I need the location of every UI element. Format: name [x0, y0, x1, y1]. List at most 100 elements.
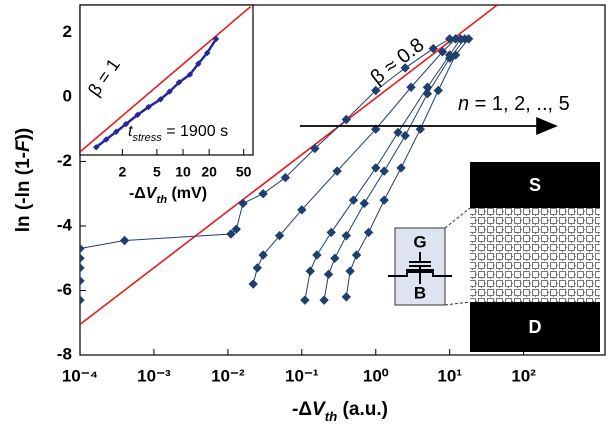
- x-axis-label-part: (mV): [167, 185, 207, 202]
- data-point: [204, 49, 211, 57]
- y-axis-label-part: ln (-ln (1-: [13, 152, 34, 232]
- data-point: [93, 144, 100, 151]
- data-point: [231, 224, 242, 234]
- data-point: [437, 47, 448, 57]
- x-tick-label: 10⁻²: [211, 366, 245, 385]
- data-point: [363, 227, 374, 238]
- data-point: [300, 295, 310, 305]
- data-point: [280, 172, 291, 183]
- data-point: [145, 103, 152, 111]
- plot-area: [80, 5, 252, 153]
- data-point: [305, 266, 315, 276]
- bulk-label: B: [414, 283, 426, 302]
- data-point: [166, 88, 173, 95]
- x-tick-label: 10⁻⁴: [62, 366, 98, 385]
- data-point: [371, 163, 381, 173]
- y-axis-label: ln (-ln (1-F)): [13, 128, 34, 232]
- data-point: [406, 82, 416, 92]
- source-label: S: [529, 175, 541, 195]
- x-tick-label: 5: [153, 164, 161, 180]
- data-point: [400, 130, 410, 141]
- data-point: [122, 120, 130, 128]
- data-point: [371, 124, 381, 134]
- x-axis-label-part: (a.u.): [337, 399, 388, 420]
- x-tick-label: 20: [201, 164, 217, 180]
- data-point: [102, 136, 110, 143]
- y-tick-label: -8: [57, 344, 72, 363]
- x-axis-label-part: V: [312, 399, 326, 420]
- data-point: [157, 96, 164, 103]
- x-tick-label: 10⁰: [363, 366, 389, 385]
- data-point: [341, 292, 352, 302]
- plot-area: [80, 5, 498, 325]
- gate-label: G: [413, 232, 426, 251]
- data-point: [80, 243, 85, 254]
- data-point: [351, 250, 362, 260]
- data-point: [396, 163, 406, 173]
- data-point: [258, 189, 268, 199]
- data-point: [428, 43, 439, 54]
- data-point: [379, 195, 389, 205]
- x-tick-label: 10⁻³: [137, 366, 171, 385]
- data-point: [186, 71, 194, 78]
- data-point: [319, 295, 329, 305]
- x-axis-label-part: th: [325, 409, 338, 424]
- count-annotation: n = 1, 2, .., 5: [458, 93, 570, 115]
- data-point: [348, 195, 359, 205]
- data-point: [463, 34, 474, 44]
- data-point: [422, 89, 433, 99]
- data-point: [310, 143, 320, 154]
- x-axis-label-part: th: [156, 194, 167, 206]
- stress-annotation: tstress = 1900 s: [128, 123, 228, 144]
- drain-block: [470, 302, 600, 352]
- data-point: [450, 50, 461, 60]
- data-point: [326, 227, 336, 238]
- data-point: [248, 279, 258, 289]
- series-line: [323, 38, 466, 301]
- count-text: = 1, 2, .., 5: [469, 93, 570, 115]
- series-line: [252, 38, 456, 285]
- data-point: [80, 253, 85, 263]
- data-point: [119, 235, 130, 246]
- data-point: [341, 230, 352, 241]
- x-tick-label: 10¹: [437, 366, 462, 385]
- y-tick-label: 0: [63, 86, 72, 105]
- x-axis-label-part: -Δ: [129, 185, 146, 202]
- data-point: [444, 53, 455, 63]
- data-point: [379, 166, 389, 176]
- x-tick-label: 2: [118, 164, 126, 180]
- stress-t: t: [128, 123, 133, 140]
- x-axis-label: -ΔVth (a.u.): [292, 399, 388, 424]
- x-axis-label: -ΔVth (mV): [129, 185, 207, 206]
- y-axis-label-part: )): [13, 128, 34, 141]
- data-point: [393, 127, 403, 138]
- data-point: [274, 230, 285, 241]
- data-point: [175, 79, 183, 86]
- source-block: [470, 162, 600, 208]
- data-point: [415, 124, 425, 134]
- data-point: [252, 263, 263, 273]
- x-tick-label: 10⁻¹: [285, 366, 319, 385]
- data-point: [113, 128, 120, 136]
- data-point: [212, 35, 220, 43]
- data-point: [330, 253, 340, 263]
- data-point: [345, 266, 355, 276]
- data-point: [80, 295, 85, 305]
- data-point: [341, 114, 352, 125]
- data-point: [312, 250, 322, 260]
- series-line: [345, 38, 469, 298]
- data-point: [238, 198, 248, 209]
- x-tick-label: 50: [236, 164, 252, 180]
- x-tick-label: 10²: [511, 366, 536, 385]
- n-symbol: n: [458, 93, 469, 115]
- data-point: [195, 60, 202, 67]
- y-tick-label: 2: [63, 22, 72, 41]
- zoom-line: [444, 207, 471, 229]
- y-axis-label-part: F: [13, 139, 34, 152]
- device-diagram: S D G B: [388, 162, 600, 352]
- data-point: [80, 276, 85, 286]
- reference-line: [80, 5, 252, 153]
- stress-value: = 1900 s: [162, 123, 228, 140]
